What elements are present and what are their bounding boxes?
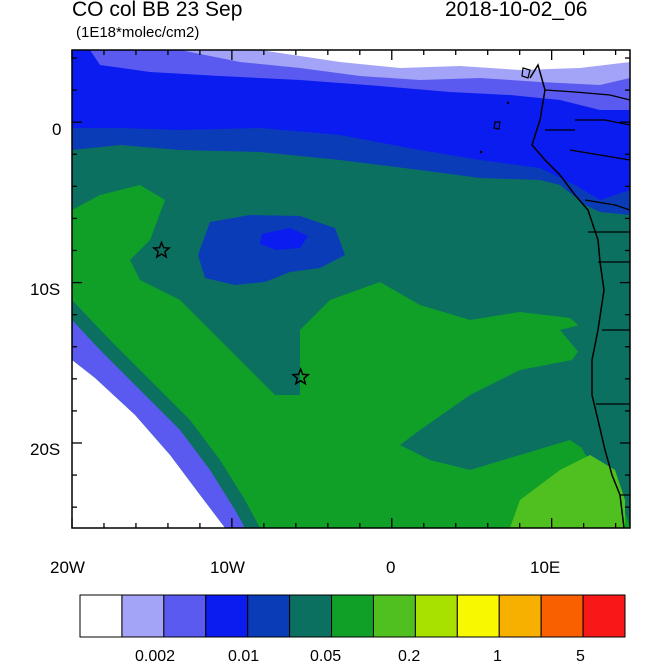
lon-tick-label: 10E [530, 558, 561, 577]
field-blue-blob-core [260, 228, 308, 250]
axis-ticks [71, 50, 630, 528]
field-white-sw [72, 360, 225, 528]
lat-tick-label: 10S [30, 280, 61, 299]
coastline-africa [529, 63, 625, 528]
island-principe [506, 101, 510, 105]
field-yellow-green [510, 455, 625, 528]
colorbar-label: 0.01 [228, 648, 260, 665]
field-teal-sw [72, 300, 260, 528]
star-marker [151, 240, 172, 259]
lon-tick-label: 20W [50, 558, 85, 577]
field-teal-south [430, 380, 600, 450]
field-blue-blob [198, 215, 345, 285]
field-green-west [72, 185, 630, 528]
lon-tick-label: 0 [386, 558, 396, 577]
colorbar-label: 5 [576, 648, 585, 665]
colorbar-label: 1 [493, 648, 502, 665]
units-subtitle: (1E18*molec/cm2) [76, 24, 200, 41]
map-frame [71, 49, 631, 529]
island-annobon [479, 150, 483, 154]
island-sao-tome [493, 121, 501, 130]
lat-tick-label: 0 [52, 120, 62, 139]
lon-tick-label: 10W [210, 558, 245, 577]
field-blue-sw [72, 320, 245, 528]
colorbar-label: 0.002 [135, 648, 176, 665]
country-borders [544, 89, 630, 496]
datetime: 2018-10-02_06 [445, 0, 588, 21]
star-markers [151, 240, 311, 386]
star-marker [291, 367, 311, 386]
island-bioko [521, 67, 531, 79]
lat-tick-label: 20S [30, 440, 61, 459]
title: CO col BB 23 Sep [72, 0, 243, 21]
colorbar-label: 0.2 [398, 648, 421, 665]
colorbar-label: 0.05 [310, 648, 342, 665]
